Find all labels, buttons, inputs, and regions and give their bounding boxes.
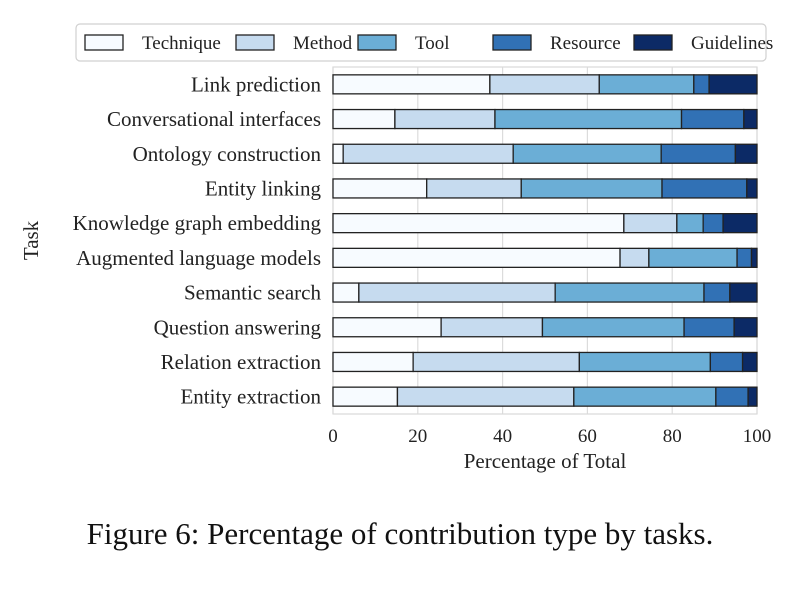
bar-segment-tool — [578, 351, 712, 373]
bar-segment-guidelines — [750, 247, 758, 269]
bar-segment-method — [396, 386, 575, 407]
figure-caption: Figure 6: Percentage of contribution typ… — [86, 516, 714, 551]
bar-segment-guidelines — [708, 74, 758, 95]
x-axis-label: Percentage of Total — [464, 449, 627, 473]
legend-swatch-tool — [357, 34, 397, 51]
legend-swatch-method — [235, 34, 275, 51]
bar-segment-method — [623, 212, 678, 234]
bar-segment-technique — [332, 282, 360, 303]
legend-frame — [75, 23, 767, 62]
bar-segment-technique — [332, 178, 428, 199]
bar-segment-technique — [332, 317, 442, 338]
bar-segment-method — [342, 143, 514, 164]
bar-segment-method — [358, 282, 556, 303]
legend-label: Guidelines — [691, 33, 773, 54]
bar-segment-technique — [332, 108, 396, 130]
bar-segment-resource — [683, 317, 735, 338]
bar-segment-method — [440, 317, 544, 338]
legend-label: Tool — [415, 33, 450, 54]
bar-segment-method — [426, 178, 522, 199]
x-tick-label: 80 — [663, 426, 682, 447]
bar-segment-resource — [709, 351, 744, 373]
x-tick-label: 20 — [408, 426, 427, 447]
bar-segment-method — [619, 247, 650, 269]
bar-segment-method — [412, 351, 580, 373]
plot-frame — [332, 66, 758, 415]
y-axis-label: Task — [19, 220, 43, 260]
y-tick-label: Conversational interfaces — [107, 107, 321, 131]
legend-label: Resource — [550, 33, 621, 54]
y-tick-labels: Link prediction Conversational interfaces… — [73, 72, 322, 408]
legend: Technique Method Tool Resource Guidelines — [75, 23, 773, 62]
y-tick-label: Semantic search — [184, 281, 322, 305]
bar-segment-guidelines — [733, 317, 758, 338]
y-tick-label: Ontology construction — [133, 142, 322, 166]
bar-segment-tool — [648, 247, 738, 269]
bar-segment-tool — [598, 74, 695, 95]
y-tick-label: Relation extraction — [161, 350, 322, 374]
bar-segment-tool — [541, 317, 685, 338]
y-tick-label: Link prediction — [191, 72, 322, 96]
x-tick-label: 0 — [328, 426, 338, 447]
y-tick-label: Entity extraction — [180, 385, 321, 409]
bar-segment-guidelines — [747, 386, 758, 407]
bar-segment-guidelines — [741, 351, 758, 373]
bar-segment-guidelines — [729, 282, 758, 303]
y-tick-label: Knowledge graph embedding — [73, 211, 322, 235]
bar-segment-technique — [332, 212, 625, 234]
bar-segment-tool — [573, 386, 717, 407]
x-tick-label: 60 — [578, 426, 597, 447]
bar-segment-technique — [332, 74, 491, 95]
bar-segment-guidelines — [746, 178, 758, 199]
x-tick-label: 100 — [743, 426, 772, 447]
x-tick-labels: 0 20 40 60 80 100 — [328, 426, 771, 447]
y-tick-label: Entity linking — [205, 176, 322, 200]
bar-segment-method — [489, 74, 600, 95]
bar-segment-technique — [332, 386, 399, 407]
bar-segment-guidelines — [722, 212, 758, 234]
stacked-bar-chart: Technique Method Tool Resource Guidelines Li… — [19, 23, 773, 473]
bar-segment-guidelines — [734, 143, 758, 164]
bar-segment-resource — [702, 212, 724, 234]
legend-swatch-guidelines — [633, 34, 673, 51]
bar-segment-tool — [554, 282, 705, 303]
bar-segment-tool — [520, 178, 663, 199]
bar-segment-resource — [660, 143, 737, 164]
bar-segment-tool — [512, 143, 662, 164]
bar-segment-resource — [703, 282, 731, 303]
bar-segment-tool — [676, 212, 704, 234]
bars — [332, 74, 758, 407]
legend-swatch-resource — [492, 34, 532, 51]
bar-segment-technique — [332, 247, 621, 269]
bar-segment-resource — [680, 108, 745, 130]
bar-segment-technique — [332, 143, 344, 164]
bar-segment-method — [394, 108, 496, 130]
bar-segment-technique — [332, 351, 414, 373]
y-tick-label: Augmented language models — [76, 246, 321, 270]
legend-label: Technique — [142, 33, 221, 54]
legend-label: Method — [293, 33, 353, 54]
y-tick-label: Question answering — [154, 315, 322, 339]
bar-segment-resource — [736, 247, 753, 269]
bar-segment-resource — [693, 74, 710, 95]
bar-segment-resource — [661, 178, 748, 199]
x-tick-label: 40 — [493, 426, 512, 447]
legend-swatch-technique — [84, 34, 124, 51]
bar-segment-resource — [715, 386, 749, 407]
bar-segment-tool — [494, 108, 683, 130]
bar-segment-guidelines — [743, 108, 758, 130]
